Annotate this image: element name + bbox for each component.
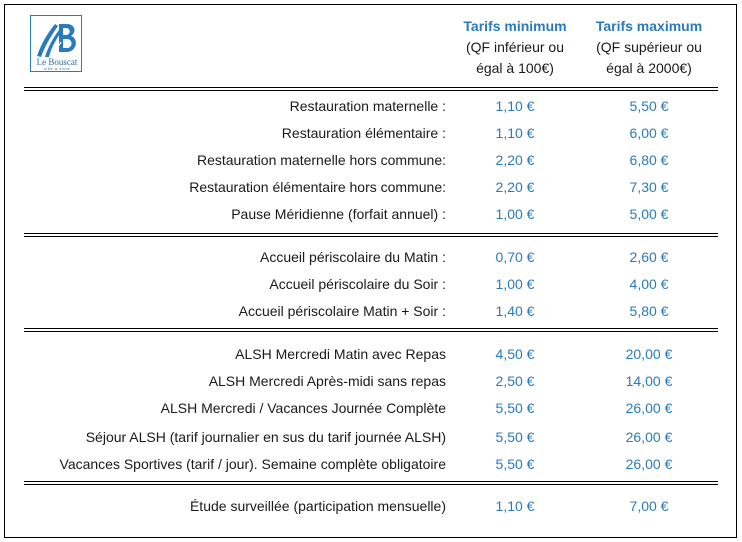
row-max-price: 14,00 € xyxy=(625,373,673,389)
row-min-price: 1,10 € xyxy=(495,98,535,114)
header-max: Tarifs maximum (QF supérieur ou égal à 2… xyxy=(586,16,712,79)
row-label: Pause Méridienne (forfait annuel) : xyxy=(231,206,446,222)
table-row: Restauration élémentaire hors commune: 2… xyxy=(0,176,742,198)
row-min-price: 5,50 € xyxy=(495,456,535,472)
table-row: Séjour ALSH (tarif journalier en sus du … xyxy=(0,426,742,448)
row-label: ALSH Mercredi / Vacances Journée Complèt… xyxy=(160,400,446,416)
row-max-price: 5,50 € xyxy=(629,98,669,114)
row-max-price: 6,00 € xyxy=(629,125,669,141)
row-label: ALSH Mercredi Après-midi sans repas xyxy=(208,373,446,389)
row-max-price: 5,80 € xyxy=(629,303,669,319)
table-row: Restauration maternelle : 1,10 € 5,50 € xyxy=(0,95,742,117)
row-label: Restauration élémentaire : xyxy=(281,125,446,141)
row-min-price: 5,50 € xyxy=(495,400,535,416)
tariff-table-frame xyxy=(4,4,737,538)
row-label: Accueil périscolaire du Soir : xyxy=(269,276,446,292)
le-bouscat-logo: Le Bouscat ville à vivre xyxy=(30,15,82,72)
table-row: ALSH Mercredi Matin avec Repas 4,50 € 20… xyxy=(0,343,742,365)
table-row: Étude surveillée (participation mensuell… xyxy=(0,495,742,517)
row-label: Vacances Sportives (tarif / jour). Semai… xyxy=(59,456,446,472)
row-label: Étude surveillée (participation mensuell… xyxy=(189,498,446,514)
table-row: Restauration maternelle hors commune: 2,… xyxy=(0,149,742,171)
header-max-line2: égal à 2000€) xyxy=(606,60,692,76)
row-max-price: 7,00 € xyxy=(629,498,669,514)
header-max-line1: (QF supérieur ou xyxy=(596,39,702,55)
row-min-price: 1,00 € xyxy=(495,276,535,292)
table-row: ALSH Mercredi Après-midi sans repas 2,50… xyxy=(0,370,742,392)
header-min-line1: (QF inférieur ou xyxy=(465,39,565,55)
row-min-price: 2,50 € xyxy=(495,373,535,389)
row-max-price: 26,00 € xyxy=(625,400,673,416)
header-min: Tarifs minimum (QF inférieur ou égal à 1… xyxy=(452,16,578,79)
row-min-price: 4,50 € xyxy=(495,346,535,362)
row-min-price: 1,00 € xyxy=(495,206,535,222)
row-max-price: 26,00 € xyxy=(625,456,673,472)
row-label: Restauration maternelle hors commune: xyxy=(196,152,446,168)
logo-tagline: ville à vivre xyxy=(43,66,71,71)
table-row: Accueil périscolaire du Soir : 1,00 € 4,… xyxy=(0,273,742,295)
row-min-price: 2,20 € xyxy=(495,152,535,168)
table-row: Pause Méridienne (forfait annuel) : 1,00… xyxy=(0,203,742,225)
row-min-price: 1,40 € xyxy=(495,303,535,319)
header-max-title: Tarifs maximum xyxy=(595,18,703,34)
row-min-price: 2,20 € xyxy=(495,179,535,195)
row-max-price: 20,00 € xyxy=(625,346,673,362)
row-min-price: 5,50 € xyxy=(495,429,535,445)
row-label: Restauration élémentaire hors commune: xyxy=(189,179,446,195)
table-row: ALSH Mercredi / Vacances Journée Complèt… xyxy=(0,397,742,419)
row-max-price: 7,30 € xyxy=(629,179,669,195)
row-max-price: 26,00 € xyxy=(625,429,673,445)
row-label: Séjour ALSH (tarif journalier en sus du … xyxy=(85,429,446,445)
header-min-line2: égal à 100€) xyxy=(476,60,554,76)
row-min-price: 1,10 € xyxy=(495,498,535,514)
table-row: Accueil périscolaire Matin + Soir : 1,40… xyxy=(0,300,742,322)
table-row: Restauration élémentaire : 1,10 € 6,00 € xyxy=(0,122,742,144)
table-row: Vacances Sportives (tarif / jour). Semai… xyxy=(0,453,742,475)
row-label: ALSH Mercredi Matin avec Repas xyxy=(235,346,446,362)
row-max-price: 6,80 € xyxy=(629,152,669,168)
header-min-title: Tarifs minimum xyxy=(463,18,567,34)
row-min-price: 0,70 € xyxy=(495,249,535,265)
row-max-price: 2,60 € xyxy=(629,249,669,265)
row-label: Restauration maternelle : xyxy=(289,98,446,114)
row-label: Accueil périscolaire du Matin : xyxy=(260,249,446,265)
logo-name: Le Bouscat xyxy=(36,57,78,67)
row-max-price: 4,00 € xyxy=(629,276,669,292)
row-max-price: 5,00 € xyxy=(629,206,669,222)
row-label: Accueil périscolaire Matin + Soir : xyxy=(238,303,446,319)
table-row: Accueil périscolaire du Matin : 0,70 € 2… xyxy=(0,246,742,268)
row-min-price: 1,10 € xyxy=(495,125,535,141)
